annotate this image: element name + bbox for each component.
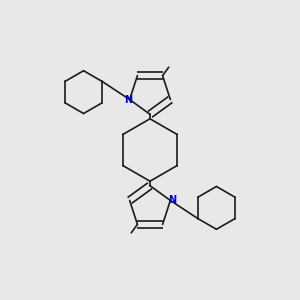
Text: N: N	[124, 94, 132, 104]
Text: N: N	[168, 196, 176, 206]
